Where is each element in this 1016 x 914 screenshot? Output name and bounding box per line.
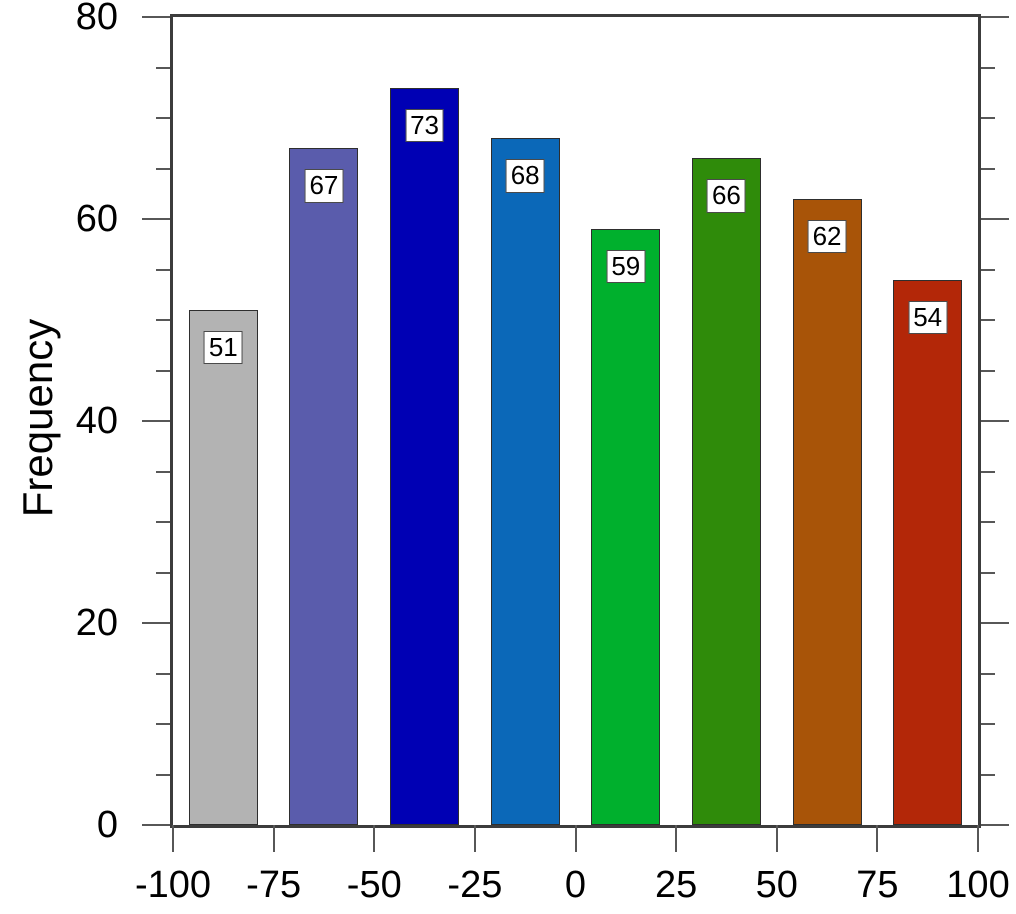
y-major-tick xyxy=(142,218,170,220)
bar-value-label: 68 xyxy=(505,159,545,193)
x-tick-label: -25 xyxy=(447,864,503,906)
y-minor-tick-right xyxy=(981,369,995,372)
x-tick-label: 75 xyxy=(856,864,899,906)
y-tick-label: 40 xyxy=(75,400,118,442)
y-minor-tick-right xyxy=(981,723,995,725)
y-major-tick-right xyxy=(981,622,1009,624)
bar-value-label: 51 xyxy=(203,330,243,365)
x-major-tick xyxy=(876,825,879,852)
y-minor-tick xyxy=(156,319,170,321)
y-tick-label: 0 xyxy=(96,804,118,846)
x-tick-label: 25 xyxy=(654,864,698,906)
x-major-tick xyxy=(574,825,577,852)
y-minor-tick xyxy=(156,723,170,725)
y-minor-tick-right xyxy=(981,521,995,523)
y-tick-label: 60 xyxy=(75,198,118,240)
y-major-tick xyxy=(142,16,170,18)
bar: 59 xyxy=(591,229,661,825)
x-major-tick xyxy=(675,825,678,852)
x-tick-label: 0 xyxy=(564,864,587,906)
bar: 51 xyxy=(188,309,258,825)
y-minor-tick-right xyxy=(981,167,995,170)
x-tick-label: -75 xyxy=(246,864,302,906)
bar-value-label: 66 xyxy=(706,179,746,213)
y-major-tick-right xyxy=(981,218,1009,220)
bar-value-label: 59 xyxy=(606,250,646,284)
y-major-tick xyxy=(142,824,170,826)
y-minor-tick-right xyxy=(981,672,995,675)
x-tick-label: 50 xyxy=(755,864,798,906)
x-major-tick xyxy=(272,825,275,852)
bar: 62 xyxy=(792,198,862,825)
y-minor-tick-right xyxy=(981,66,995,69)
bar: 73 xyxy=(390,87,460,825)
bar: 66 xyxy=(691,158,761,825)
y-minor-tick xyxy=(156,571,170,574)
bar-value-label: 62 xyxy=(807,219,847,254)
y-minor-tick-right xyxy=(981,319,995,321)
plot-area: 51 67 73 68 59 66 62 54 0 20 40 60 80 -100 -75 -50 -25 0 2… xyxy=(76,0,1010,904)
x-tick-label: 100 xyxy=(946,864,1010,906)
y-major-tick xyxy=(142,622,170,624)
y-minor-tick xyxy=(156,167,170,170)
y-minor-tick xyxy=(156,672,170,675)
bar-value-label: 67 xyxy=(304,169,344,203)
y-axis-title: Frequency xyxy=(14,318,61,518)
y-minor-tick xyxy=(156,369,170,372)
x-major-tick xyxy=(977,825,979,852)
x-major-tick xyxy=(473,825,476,852)
y-tick-label: 80 xyxy=(75,0,118,38)
y-minor-tick xyxy=(156,268,170,271)
y-major-tick xyxy=(142,420,170,422)
y-minor-tick-right xyxy=(981,117,995,119)
y-major-tick-right xyxy=(981,824,1009,826)
x-tick-label: -100 xyxy=(134,864,212,906)
bar-value-label: 54 xyxy=(908,300,948,334)
y-minor-tick-right xyxy=(981,268,995,271)
bar: 68 xyxy=(490,138,560,825)
y-minor-tick-right xyxy=(981,470,995,473)
y-major-tick-right xyxy=(981,420,1009,422)
x-major-tick xyxy=(172,825,174,852)
y-minor-tick-right xyxy=(981,571,995,574)
y-minor-tick-right xyxy=(981,773,995,776)
y-minor-tick xyxy=(156,470,170,473)
x-major-tick xyxy=(373,825,376,852)
x-major-tick xyxy=(775,825,778,852)
bar: 67 xyxy=(289,148,359,825)
bar: 54 xyxy=(893,279,963,825)
y-minor-tick xyxy=(156,521,170,523)
y-minor-tick xyxy=(156,117,170,119)
x-tick-label: -50 xyxy=(346,864,402,906)
bar-value-label: 73 xyxy=(405,108,445,142)
y-major-tick-right xyxy=(981,16,1009,18)
y-minor-tick xyxy=(156,773,170,776)
y-tick-label: 20 xyxy=(75,602,118,644)
y-minor-tick xyxy=(156,66,170,69)
